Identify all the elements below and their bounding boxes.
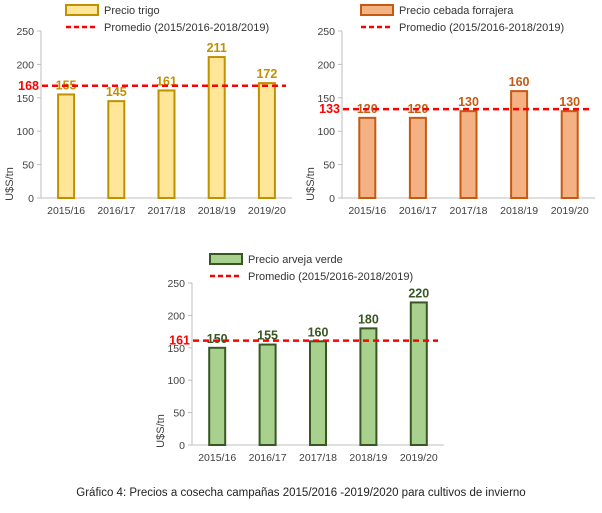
bar-value-label: 160 [509, 75, 530, 89]
y-tick-label: 100 [167, 375, 185, 387]
y-axis-label: U$S/tn [305, 167, 317, 201]
average-value-label: 168 [18, 79, 39, 93]
bar [309, 340, 327, 446]
x-tick-label: 2015/16 [47, 205, 85, 217]
y-axis-label: U$S/tn [4, 167, 16, 201]
bar-value-label: 172 [256, 67, 277, 81]
bar [207, 56, 226, 199]
bar-value-label: 145 [106, 85, 127, 99]
average-value-label: 161 [169, 334, 190, 348]
y-tick-label: 200 [317, 59, 335, 71]
bar [107, 100, 126, 199]
x-tick-label: 2017/18 [450, 205, 488, 217]
bar-value-label: 180 [358, 312, 379, 326]
x-tick-label: 2018/19 [198, 205, 236, 217]
chart-arveja-verde: Precio arveja verde Promedio (2015/2016-2… [155, 253, 444, 464]
legend-swatch-bar [209, 253, 243, 265]
y-tick-label: 150 [167, 343, 185, 355]
y-tick-label: 250 [317, 26, 335, 38]
x-tick-label: 2015/16 [198, 452, 236, 464]
bar [57, 93, 76, 199]
y-tick-label: 0 [179, 440, 185, 452]
legend-label-bar: Precio arveja verde [248, 254, 343, 266]
bar [459, 110, 478, 199]
chart-trigo: Precio trigo Promedio (2015/2016-2018/201… [4, 4, 292, 217]
x-tick-label: 2016/17 [97, 205, 135, 217]
y-tick-label: 50 [173, 408, 185, 420]
x-tick-label: 2019/20 [400, 452, 438, 464]
bar [359, 327, 378, 446]
x-tick-label: 2017/18 [299, 452, 337, 464]
x-tick-label: 2015/16 [348, 205, 386, 217]
y-tick-label: 150 [16, 93, 34, 105]
bar-value-label: 211 [207, 41, 227, 55]
bar [409, 301, 428, 446]
bar [408, 116, 427, 199]
legend-label-average: Promedio (2015/2016-2018/2019) [248, 271, 413, 283]
y-tick-label: 200 [167, 310, 185, 322]
y-tick-label: 0 [28, 193, 34, 205]
y-tick-label: 100 [317, 126, 335, 138]
figure-caption: Gráfico 4: Precios a cosecha campañas 20… [76, 487, 526, 499]
x-tick-label: 2016/17 [249, 452, 287, 464]
legend-label-average: Promedio (2015/2016-2018/2019) [399, 22, 564, 34]
x-tick-label: 2019/20 [248, 205, 286, 217]
x-tick-label: 2018/19 [500, 205, 538, 217]
bar-value-label: 161 [156, 74, 177, 88]
x-tick-label: 2017/18 [148, 205, 186, 217]
x-tick-label: 2016/17 [399, 205, 437, 217]
y-axis-label: U$S/tn [155, 414, 167, 448]
bar [257, 82, 276, 199]
average-value-label: 133 [319, 102, 340, 116]
x-tick-label: 2018/19 [349, 452, 387, 464]
bar-value-label: 130 [458, 95, 479, 109]
x-tick-label: 2019/20 [551, 205, 589, 217]
legend-label-bar: Precio trigo [104, 5, 160, 17]
legend-label-bar: Precio cebada forrajera [399, 5, 514, 17]
bar [358, 116, 377, 199]
legend-swatch-bar [360, 4, 394, 16]
bar [258, 343, 277, 446]
y-tick-label: 0 [329, 193, 335, 205]
bar [560, 110, 579, 199]
bar-value-label: 130 [559, 95, 580, 109]
bar [208, 346, 227, 446]
bar-value-label: 220 [408, 286, 429, 300]
y-tick-label: 150 [317, 93, 335, 105]
bar [510, 90, 529, 199]
y-tick-label: 200 [16, 59, 34, 71]
y-tick-label: 100 [16, 126, 34, 138]
bar-value-label: 160 [308, 325, 329, 339]
chart-cebada-forrajera: Precio cebada forrajera Promedio (2015/20… [305, 4, 595, 217]
legend-label-average: Promedio (2015/2016-2018/2019) [104, 22, 269, 34]
legend-swatch-bar [65, 4, 99, 16]
bar-value-label: 155 [257, 329, 278, 343]
y-tick-label: 250 [16, 26, 34, 38]
bar [157, 89, 176, 199]
y-tick-label: 50 [323, 160, 335, 172]
y-tick-label: 250 [167, 278, 185, 290]
bar-value-label: 150 [207, 332, 228, 346]
y-tick-label: 50 [22, 160, 34, 172]
